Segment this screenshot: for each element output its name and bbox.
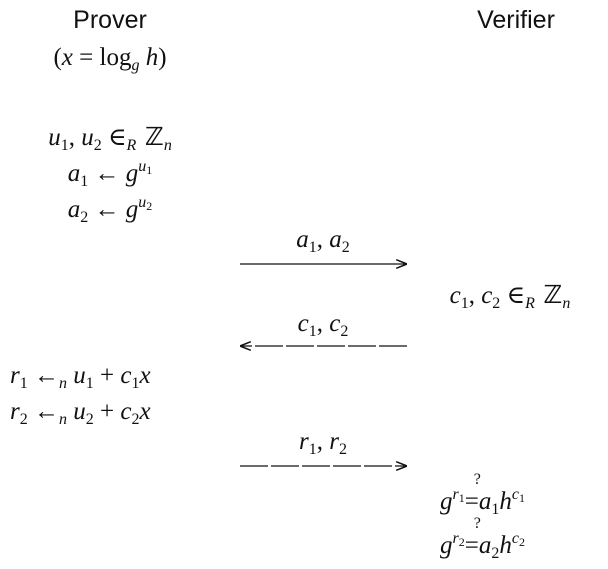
prover-commit-a2: a2 ← gu2 <box>67 194 153 226</box>
prover-response-r2: r2 ←n u2 + c2x <box>10 398 151 428</box>
verifier-check-1: gr1? = a1hc1 <box>440 471 525 518</box>
prover-header: Prover <box>73 6 147 34</box>
verifier-random-choice: c1, c2 ∈R ℤn <box>449 280 571 312</box>
message-2-label: c1, c2 <box>297 310 349 340</box>
message-1-label: a1, a2 <box>296 226 350 256</box>
prover-secret: (x = logg h) <box>53 44 167 74</box>
prover-random-choice: u1, u2 ∈R ℤn <box>48 122 172 154</box>
prover-commit-a1: a1 ← gu1 <box>67 158 153 190</box>
verifier-header: Verifier <box>477 6 555 34</box>
prover-response-r1: r1 ←n u1 + c1x <box>10 362 151 392</box>
message-3-label: r1, r2 <box>299 428 347 458</box>
verifier-check-2: gr2? = a2hc2 <box>440 515 525 562</box>
